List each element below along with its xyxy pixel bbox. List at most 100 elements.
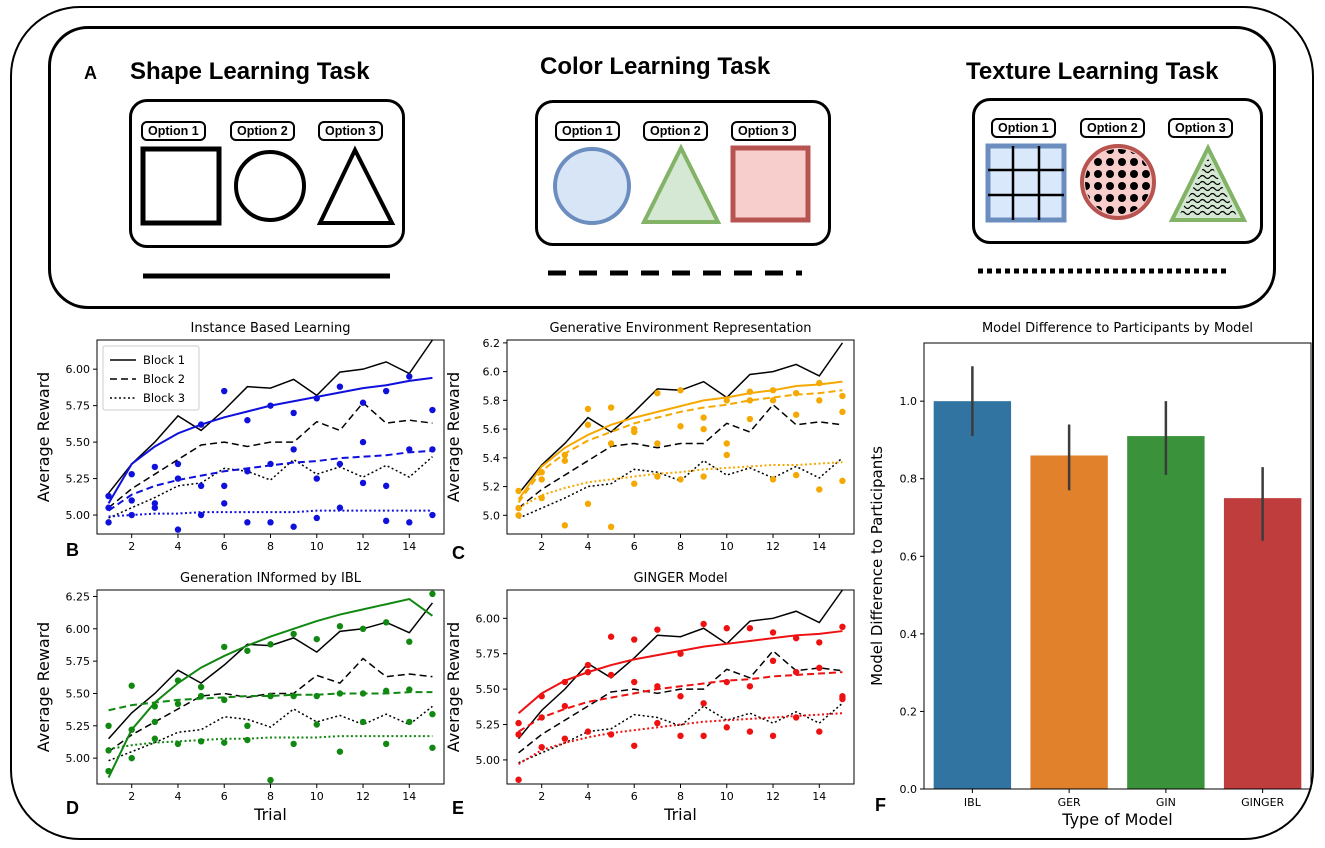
chart-d-ylabel: Average Reward — [34, 622, 53, 752]
chart-d-model-point — [290, 630, 297, 638]
panel-e-letter: E — [452, 798, 465, 818]
chart-c-model-point — [769, 387, 777, 394]
chart-e-model-point — [746, 728, 754, 735]
chart-b-xtick-label: 2 — [128, 540, 135, 553]
texture-option-1-label: Option 1 — [991, 118, 1056, 138]
chart-e-model-point — [607, 731, 615, 738]
chart-f-xtick-label: GER — [1058, 796, 1081, 809]
chart-d-xtick-label: 2 — [128, 790, 135, 803]
chart-c-model-point — [816, 397, 823, 404]
chart-b-model-point — [336, 383, 344, 390]
chart-b-model-point — [197, 511, 205, 519]
chart-d-model-point — [359, 718, 367, 726]
chart-e-title: GINGER Model — [633, 571, 727, 586]
chart-b-xtick-label: 14 — [402, 540, 416, 553]
blue-circle-shape — [553, 147, 631, 225]
chart-d-ytick-label: 5.75 — [66, 655, 91, 668]
chart-d-model-point — [221, 696, 228, 704]
chart-e-ytick-label: 5.25 — [476, 719, 501, 732]
chart-d-title: Generation INformed by IBL — [180, 571, 362, 586]
chart-b-title: Instance Based Learning — [191, 321, 351, 336]
chart-b-model-point — [382, 482, 390, 490]
chart-c-model-point — [584, 405, 592, 413]
chart-c-xtick-label: 4 — [584, 540, 591, 553]
chart-d-model-point — [359, 625, 367, 632]
chart-b-xtick-label: 8 — [267, 540, 274, 553]
triangle-shape — [316, 145, 396, 225]
chart-c-model-point — [769, 397, 777, 404]
chart-d-frame — [96, 589, 445, 785]
chart-e-xlabel: Trial — [663, 805, 697, 824]
chart-f-ytick-label: 1.0 — [900, 395, 918, 408]
chart-c-model-point — [816, 486, 823, 493]
chart-d-model-point — [359, 690, 367, 697]
chart-b-model-point — [128, 511, 135, 519]
chart-e-model-point — [515, 776, 522, 783]
shape-option-3-label: Option 3 — [318, 121, 383, 141]
chart-c-model-point — [816, 379, 823, 387]
chart-b-model-point — [406, 446, 413, 453]
chart-e-model-point — [538, 714, 545, 721]
chart-c-model-point — [654, 440, 661, 447]
chart-e-model-point — [723, 724, 730, 731]
chart-e-model-fit-block-2-line — [518, 671, 843, 733]
chart-c-model-point — [631, 480, 638, 487]
chart-e-ytick-label: 5.50 — [476, 683, 501, 696]
chart-e-model-point — [792, 714, 800, 721]
chart-f-ytick-label: 0.0 — [900, 783, 918, 796]
chart-b-ylabel: Average Reward — [34, 372, 53, 502]
chart-d-model-point — [221, 643, 228, 651]
chart-f-title: Model Difference to Participants by Mode… — [982, 321, 1253, 336]
chart-d-model-point — [174, 700, 182, 708]
chart-f-ylabel: Model Difference to Participants — [868, 446, 886, 686]
chart-e-model-point — [677, 693, 684, 700]
chart-c-model-point — [700, 473, 707, 480]
chart-c-model-point — [677, 387, 684, 394]
chart-e-ytick-label: 5.75 — [476, 648, 501, 661]
chart-d-model-point — [174, 740, 182, 748]
chart-c-model-point — [561, 457, 569, 464]
chart-e-model-fit-block-3-line — [518, 712, 843, 766]
chart-d-model-point — [267, 776, 274, 784]
color-task-box — [535, 100, 831, 246]
chart-b-model-point — [290, 446, 297, 453]
chart-f-ytick-label: 0.8 — [900, 473, 918, 486]
chart-b-model-point — [336, 504, 344, 511]
texture-task-box — [972, 98, 1263, 244]
chart-b-legend-label: Block 1 — [143, 353, 185, 367]
chart-d-model-point — [244, 722, 251, 729]
chart-c-ytick-label: 5.4 — [483, 452, 501, 465]
dotted-texture-circle — [1080, 144, 1156, 220]
chart-b-model-point — [105, 492, 112, 500]
chart-c-participant-block-1-line — [517, 342, 844, 495]
chart-d-model-point — [336, 623, 344, 630]
chart-c-model-fit-block-2-line — [517, 389, 843, 503]
chart-c-frame — [506, 339, 855, 535]
chart-f-xtick-label: GINGER — [1241, 796, 1284, 809]
chart-b-model-point — [105, 519, 112, 526]
chart-b-ytick-label: 6.00 — [66, 363, 91, 376]
chart-e-model-point — [839, 623, 846, 631]
chart-d-ytick-label: 6.25 — [66, 590, 91, 603]
chart-c-xtick-label: 6 — [631, 540, 638, 553]
chart-c-model-point — [584, 421, 592, 428]
panel-a-letter: A — [84, 63, 97, 83]
texture-option-3-label: Option 3 — [1168, 118, 1233, 138]
chart-d-xtick-label: 4 — [174, 790, 181, 803]
chart-b-xtick-label: 10 — [310, 540, 324, 553]
chart-d-model-point — [267, 641, 274, 648]
green-triangle-shape — [640, 143, 722, 224]
chart-d-model-point — [197, 738, 205, 745]
chart-b-legend-box — [102, 345, 200, 411]
chart-d-model-point — [290, 692, 297, 700]
chart-c-xtick-label: 2 — [538, 540, 545, 553]
chart-b-xtick-label: 4 — [174, 540, 181, 553]
chart-e-model-point — [816, 639, 823, 646]
chart-d-model-point — [429, 710, 436, 718]
chart-d-ytick-label: 6.00 — [66, 623, 91, 636]
chart-c-model-point — [538, 494, 545, 502]
chart-d-model-point — [151, 718, 159, 726]
chart-c-ytick-label: 5.0 — [483, 509, 501, 522]
chart-e-xtick-label: 4 — [584, 790, 591, 803]
